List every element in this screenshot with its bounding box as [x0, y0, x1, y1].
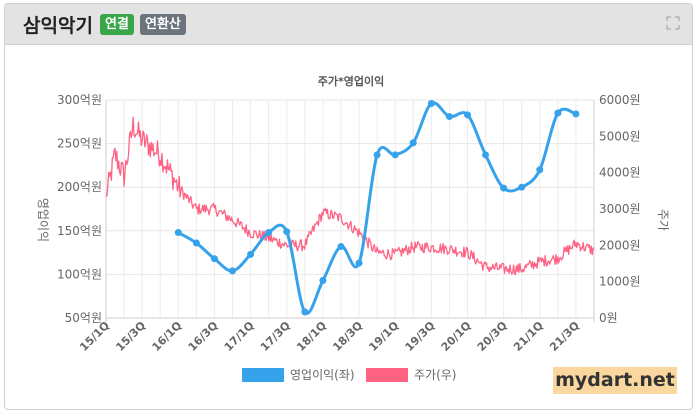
chart-card: 삼익악기 연결 연환산 주가*영업이익 50억원 100억원 150억원 200억원 2…: [4, 3, 693, 410]
operating-income-point[interactable]: [427, 99, 435, 107]
legend-swatch-operating-income[interactable]: [242, 368, 284, 382]
operating-income-point[interactable]: [391, 151, 399, 159]
operating-income-point[interactable]: [482, 151, 490, 159]
x-tick-label: 16/3Q: [186, 319, 221, 354]
operating-income-point[interactable]: [518, 183, 526, 191]
operating-income-point[interactable]: [337, 242, 345, 250]
annualized-badge[interactable]: 연환산: [140, 14, 186, 35]
operating-income-series: [174, 99, 580, 316]
y-left-axis-label: 영업이익: [36, 198, 50, 242]
operating-income-line: [177, 101, 577, 315]
x-tick-label: 17/1Q: [222, 319, 257, 354]
y-left-tick-label: 250억원: [57, 137, 102, 151]
operating-income-point[interactable]: [463, 111, 471, 119]
y-left-tick-label: 100억원: [57, 267, 102, 281]
x-tick-label: 18/3Q: [330, 319, 365, 354]
y-right-tick-label: 4000원: [599, 166, 641, 180]
legend-label-stock-price[interactable]: 주가(우): [414, 368, 456, 382]
x-tick-label: 19/3Q: [403, 319, 438, 354]
operating-income-point[interactable]: [536, 166, 544, 174]
stock-price-line: [105, 116, 595, 276]
x-tick-label: 21/1Q: [511, 319, 546, 354]
operating-income-point[interactable]: [210, 255, 218, 263]
y-right-tick-label: 0원: [599, 311, 618, 325]
y-left-tick-label: 300억원: [57, 93, 102, 107]
operating-income-point[interactable]: [265, 229, 273, 237]
y-left-tick-label: 50억원: [65, 311, 102, 325]
operating-income-point[interactable]: [319, 277, 327, 285]
chart-title: 주가*영업이익: [318, 74, 384, 88]
operating-income-point[interactable]: [192, 239, 200, 247]
x-tick-label: 17/3Q: [258, 319, 293, 354]
x-tick-label: 20/3Q: [475, 319, 510, 354]
x-tick-label: 18/1Q: [294, 319, 329, 354]
combo-chart: 주가*영업이익 50억원 100억원 150억원 200억원 250억원 300억원 0원…: [36, 74, 670, 382]
operating-income-point[interactable]: [283, 228, 291, 236]
consolidated-badge[interactable]: 연결: [100, 14, 134, 35]
y-left-tick-label: 150억원: [57, 224, 102, 238]
operating-income-point[interactable]: [409, 139, 417, 147]
operating-income-point[interactable]: [229, 267, 237, 275]
y-right-tick-label: 1000원: [599, 275, 641, 289]
legend: 영업이익(좌) 주가(우): [242, 368, 456, 382]
x-tick-label: 15/3Q: [113, 319, 148, 354]
legend-swatch-stock-price[interactable]: [366, 368, 408, 382]
company-name: 삼익악기: [23, 15, 93, 37]
y-left-tick-label: 200억원: [57, 180, 102, 194]
y-right-tick-label: 5000원: [599, 129, 641, 143]
x-tick-label: 19/1Q: [366, 319, 401, 354]
card-header: 삼익악기 연결 연환산: [5, 4, 692, 45]
operating-income-point[interactable]: [247, 250, 255, 258]
operating-income-point[interactable]: [174, 229, 182, 237]
operating-income-point[interactable]: [500, 184, 508, 192]
y-right-tick-label: 3000원: [599, 202, 641, 216]
x-tick-label: 21/3Q: [547, 319, 582, 354]
grid-lines: [105, 99, 595, 322]
operating-income-point[interactable]: [445, 113, 453, 121]
watermark: mydart.net: [553, 367, 677, 394]
y-right-tick-label: 2000원: [599, 238, 641, 252]
x-tick-label: 20/1Q: [439, 319, 474, 354]
operating-income-point[interactable]: [301, 308, 309, 316]
operating-income-point[interactable]: [355, 259, 363, 267]
y-right-tick-label: 6000원: [599, 93, 641, 107]
operating-income-point[interactable]: [373, 151, 381, 159]
stock-price-series: [105, 116, 595, 276]
y-right-axis-label: 주가: [656, 209, 670, 231]
x-tick-label: 16/1Q: [150, 319, 185, 354]
operating-income-point[interactable]: [572, 110, 580, 118]
operating-income-point[interactable]: [554, 109, 562, 117]
expand-icon[interactable]: [666, 16, 680, 30]
legend-label-operating-income[interactable]: 영업이익(좌): [290, 368, 355, 382]
